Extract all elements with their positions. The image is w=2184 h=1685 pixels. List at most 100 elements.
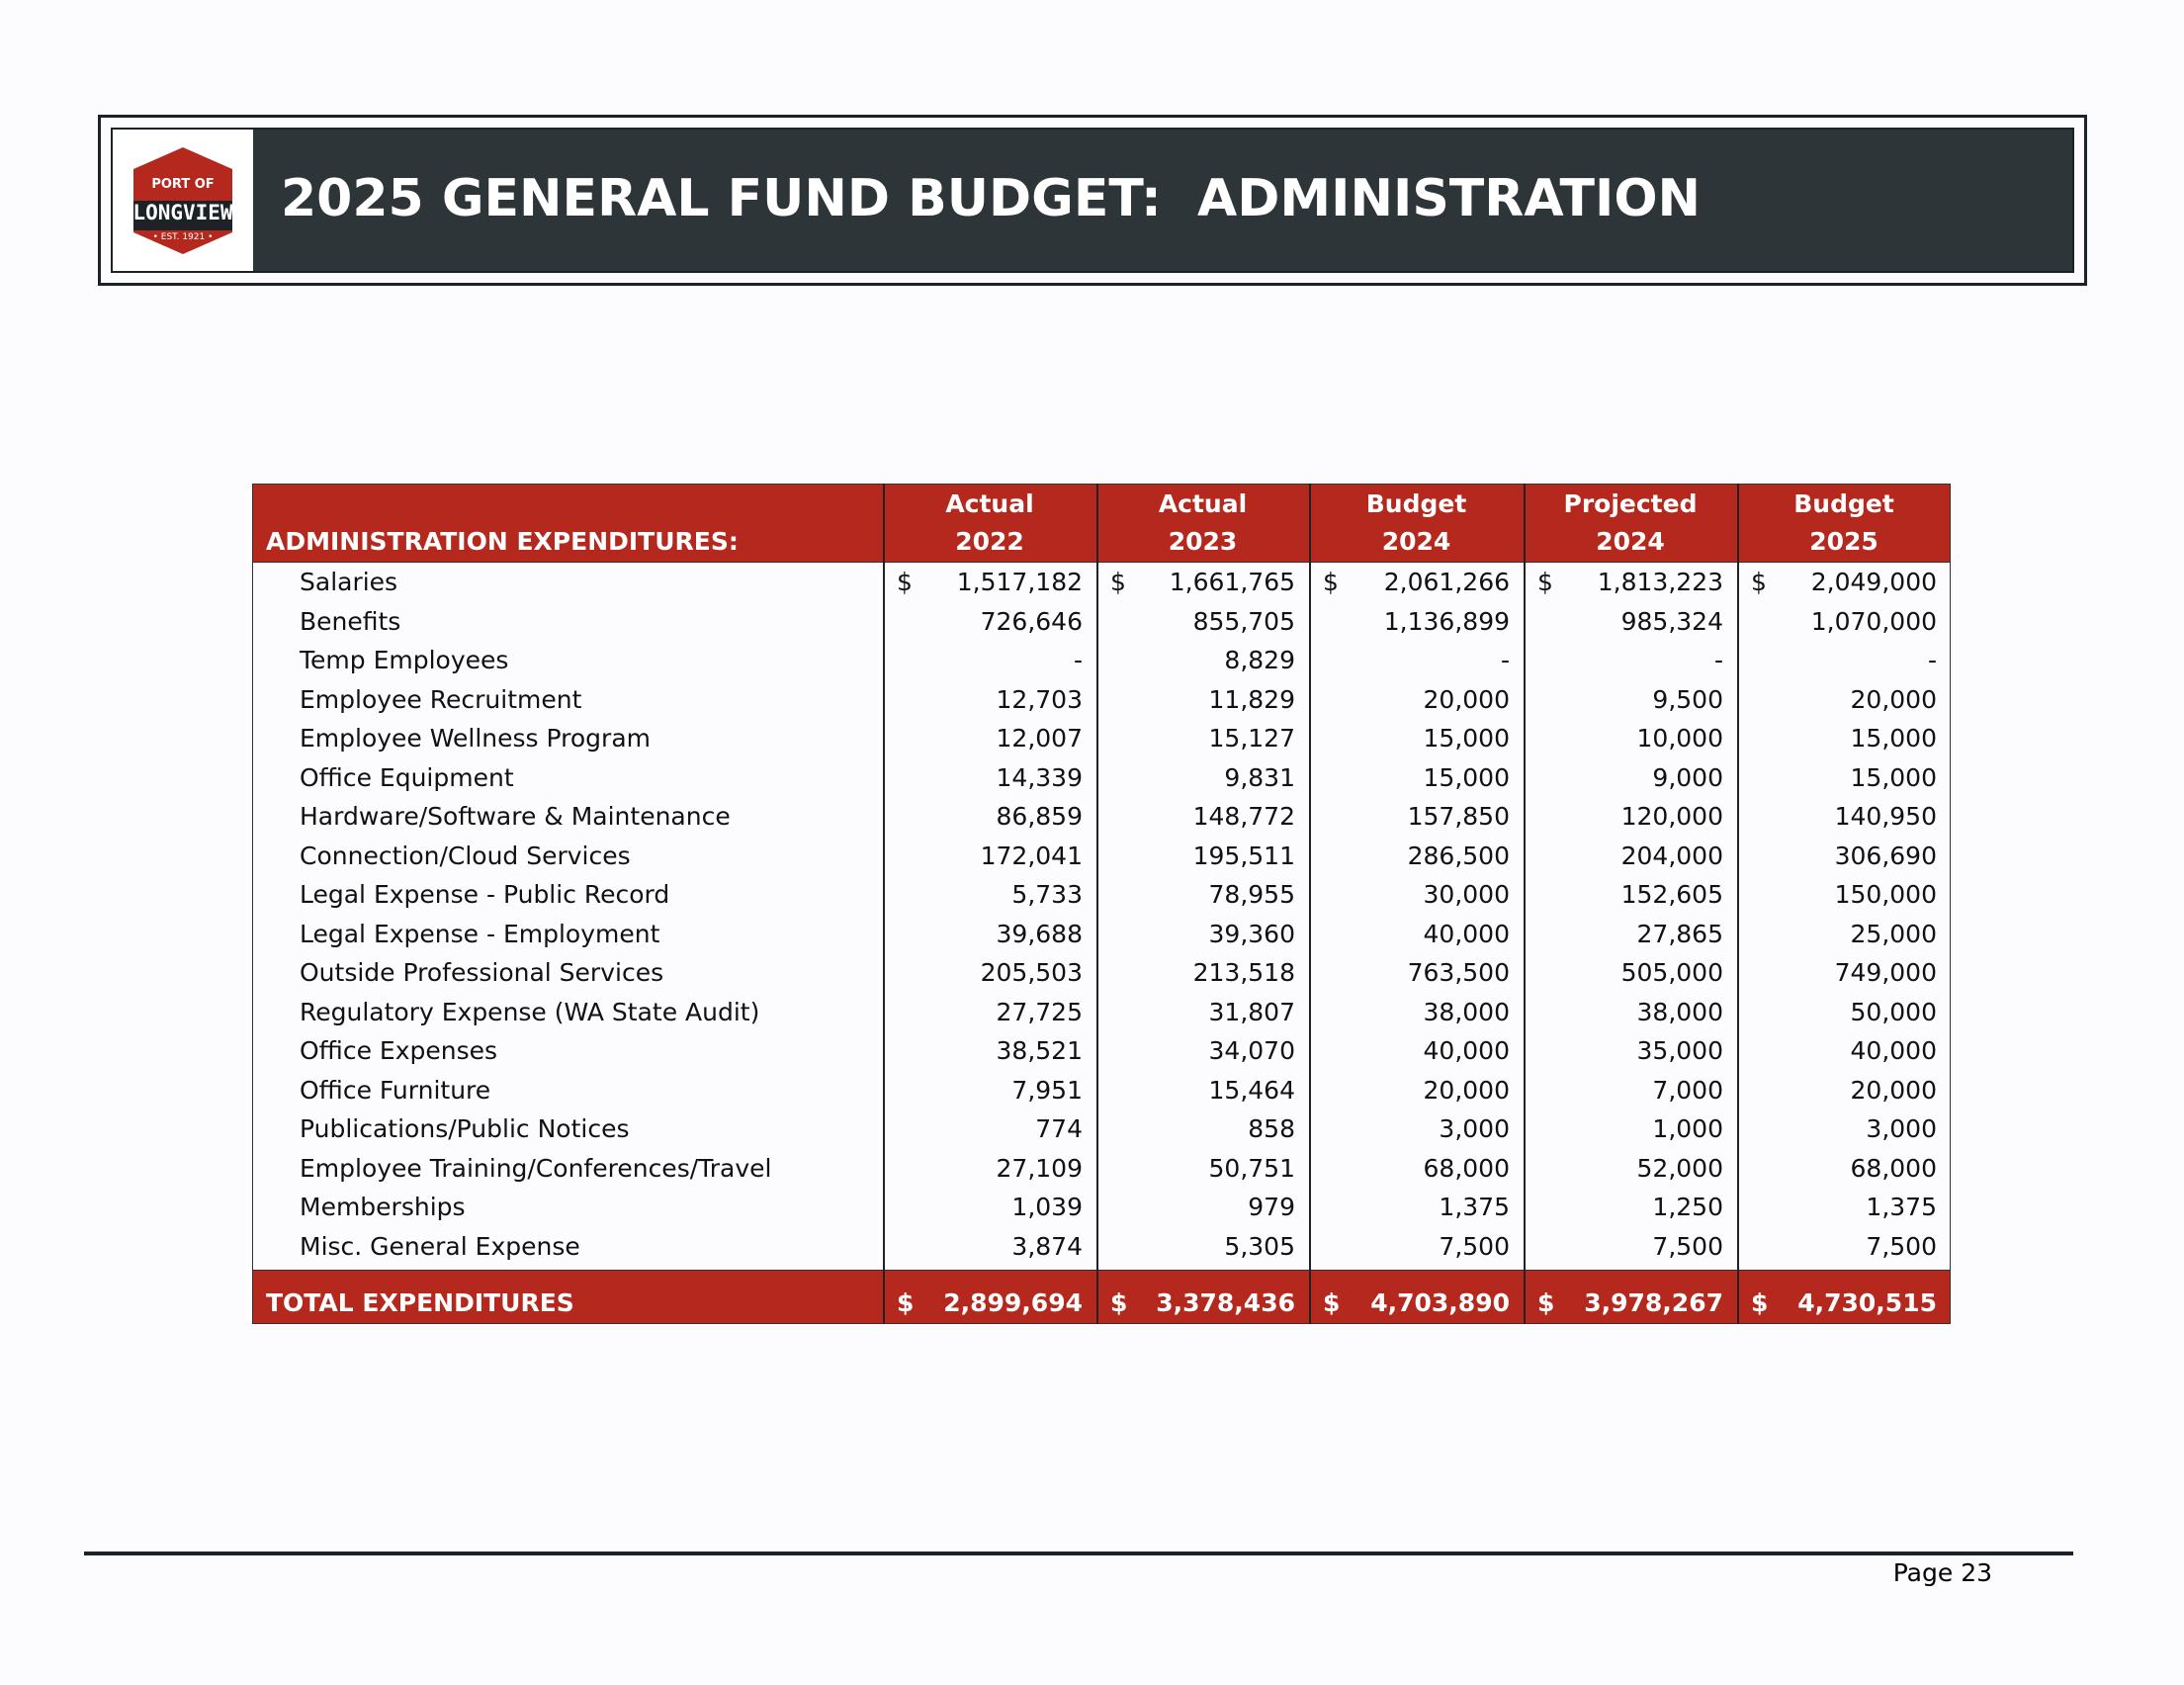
title: 2025 GENERAL FUND BUDGET: ADMINISTRATION (281, 169, 1702, 228)
cell-value: 68,000 (1423, 1153, 1510, 1183)
cell-value: 7,500 (1652, 1231, 1723, 1261)
cell-value: 68,000 (1850, 1153, 1937, 1183)
cell-value: 14,339 (996, 762, 1083, 792)
header-band (252, 484, 1951, 563)
cell-value: $1,661,765 (1096, 563, 1309, 601)
column-header: Budget (1365, 489, 1467, 518)
currency: $ (1537, 1288, 1555, 1317)
cell-value: $2,061,266 (1309, 563, 1524, 601)
row-label: Connection/Cloud Services (300, 841, 631, 870)
cell-value: 7,000 (1652, 1075, 1723, 1105)
cell-value: - (1500, 646, 1510, 674)
cell-value: 31,807 (1208, 997, 1295, 1026)
total-value: $4,730,515 (1737, 1284, 1951, 1322)
row-label: Employee Recruitment (300, 684, 582, 714)
cell-value: 172,041 (980, 841, 1083, 870)
cell-value: 204,000 (1620, 841, 1723, 870)
column-rule (1737, 484, 1739, 1324)
amount: 1,517,182 (956, 568, 1083, 596)
cell-value: 78,955 (1208, 880, 1295, 909)
cell-value: 34,070 (1208, 1036, 1295, 1065)
logo: PORT OF LONGVIEW • EST. 1921 • (113, 130, 253, 271)
cell-value: 15,127 (1208, 724, 1295, 753)
cell-value: 50,751 (1208, 1153, 1295, 1183)
cell-value: 7,500 (1866, 1231, 1937, 1261)
cell-value: 195,511 (1192, 841, 1295, 870)
column-rule (1524, 484, 1526, 1324)
cell-value: - (1713, 646, 1723, 674)
cell-value: 3,874 (1011, 1231, 1083, 1261)
cell-value: 8,829 (1224, 646, 1295, 674)
cell-value: 39,360 (1208, 919, 1295, 948)
banner-frame: PORT OF LONGVIEW • EST. 1921 • 2025 GENE… (98, 115, 2087, 286)
cell-value: 15,000 (1423, 724, 1510, 753)
cell-value: 152,605 (1620, 880, 1723, 909)
row-label: Office Equipment (300, 762, 514, 792)
cell-value: 9,000 (1652, 762, 1723, 792)
amount: 4,730,515 (1797, 1288, 1937, 1317)
row-label: Employee Training/Conferences/Travel (300, 1153, 772, 1183)
cell-value: 25,000 (1850, 919, 1937, 948)
cell-value: 7,951 (1011, 1075, 1083, 1105)
footer-rule (84, 1552, 2073, 1555)
cell-value: 20,000 (1850, 684, 1937, 714)
row-label: Employee Wellness Program (300, 724, 651, 753)
cell-value: 86,859 (996, 802, 1083, 831)
cell-value: 12,007 (996, 724, 1083, 753)
cell-value: 7,500 (1439, 1231, 1510, 1261)
amount: 2,061,266 (1383, 568, 1510, 596)
cell-value: 15,000 (1850, 762, 1937, 792)
logo-top: PORT OF (151, 177, 215, 192)
cell-value: 858 (1248, 1114, 1295, 1143)
logo-shape (133, 147, 232, 254)
column-header: Actual (945, 489, 1034, 518)
currency: $ (897, 1288, 915, 1317)
cell-value: 1,039 (1011, 1193, 1083, 1221)
cell-value: 9,500 (1652, 684, 1723, 714)
cell-value: 11,829 (1208, 684, 1295, 714)
cell-value: 3,000 (1866, 1114, 1937, 1143)
column-header: 2022 (955, 527, 1024, 556)
row-label: Hardware/Software & Maintenance (300, 802, 731, 831)
column-header: ADMINISTRATION EXPENDITURES: (266, 527, 739, 556)
cell-value: 50,000 (1850, 997, 1937, 1026)
cell-value: 15,000 (1850, 724, 1937, 753)
currency: $ (1751, 1288, 1769, 1317)
cell-value: 979 (1248, 1193, 1295, 1221)
column-header: Projected (1563, 489, 1698, 518)
banner: PORT OF LONGVIEW • EST. 1921 • 2025 GENE… (111, 128, 2074, 273)
amount: 3,378,436 (1156, 1288, 1295, 1317)
cell-value: 1,136,899 (1383, 606, 1510, 636)
row-label: Publications/Public Notices (300, 1114, 630, 1143)
cell-value: 12,703 (996, 684, 1083, 714)
amount: 4,703,890 (1370, 1288, 1510, 1317)
row-label: Regulatory Expense (WA State Audit) (300, 997, 760, 1026)
cell-value: 52,000 (1636, 1153, 1723, 1183)
cell-value: 20,000 (1423, 1075, 1510, 1105)
cell-value: 27,109 (996, 1153, 1083, 1183)
cell-value: 30,000 (1423, 880, 1510, 909)
cell-value: 1,000 (1652, 1114, 1723, 1143)
column-header: 2025 (1809, 527, 1878, 556)
column-header: Budget (1793, 489, 1894, 518)
cell-value: 40,000 (1423, 919, 1510, 948)
cell-value: 1,070,000 (1810, 606, 1937, 636)
page-number: Page 23 (1892, 1558, 1992, 1587)
cell-value: $1,813,223 (1524, 563, 1737, 601)
cell-value: 15,464 (1208, 1075, 1295, 1105)
cell-value: 40,000 (1850, 1036, 1937, 1065)
currency: $ (897, 568, 913, 596)
cell-value: 40,000 (1423, 1036, 1510, 1065)
total-value: $4,703,890 (1309, 1284, 1524, 1322)
total-band (252, 1270, 1951, 1324)
table: ADMINISTRATION EXPENDITURES: Actual 2022 Ac… (252, 484, 1951, 1324)
cell-value: 140,950 (1834, 802, 1937, 831)
row-label: Legal Expense - Employment (300, 919, 660, 948)
total-value: $2,899,694 (883, 1284, 1096, 1322)
cell-value: 10,000 (1636, 724, 1723, 753)
amount: 1,661,765 (1169, 568, 1295, 596)
cell-value: 20,000 (1850, 1075, 1937, 1105)
column-header: 2023 (1168, 527, 1238, 556)
cell-value: - (1073, 646, 1083, 674)
